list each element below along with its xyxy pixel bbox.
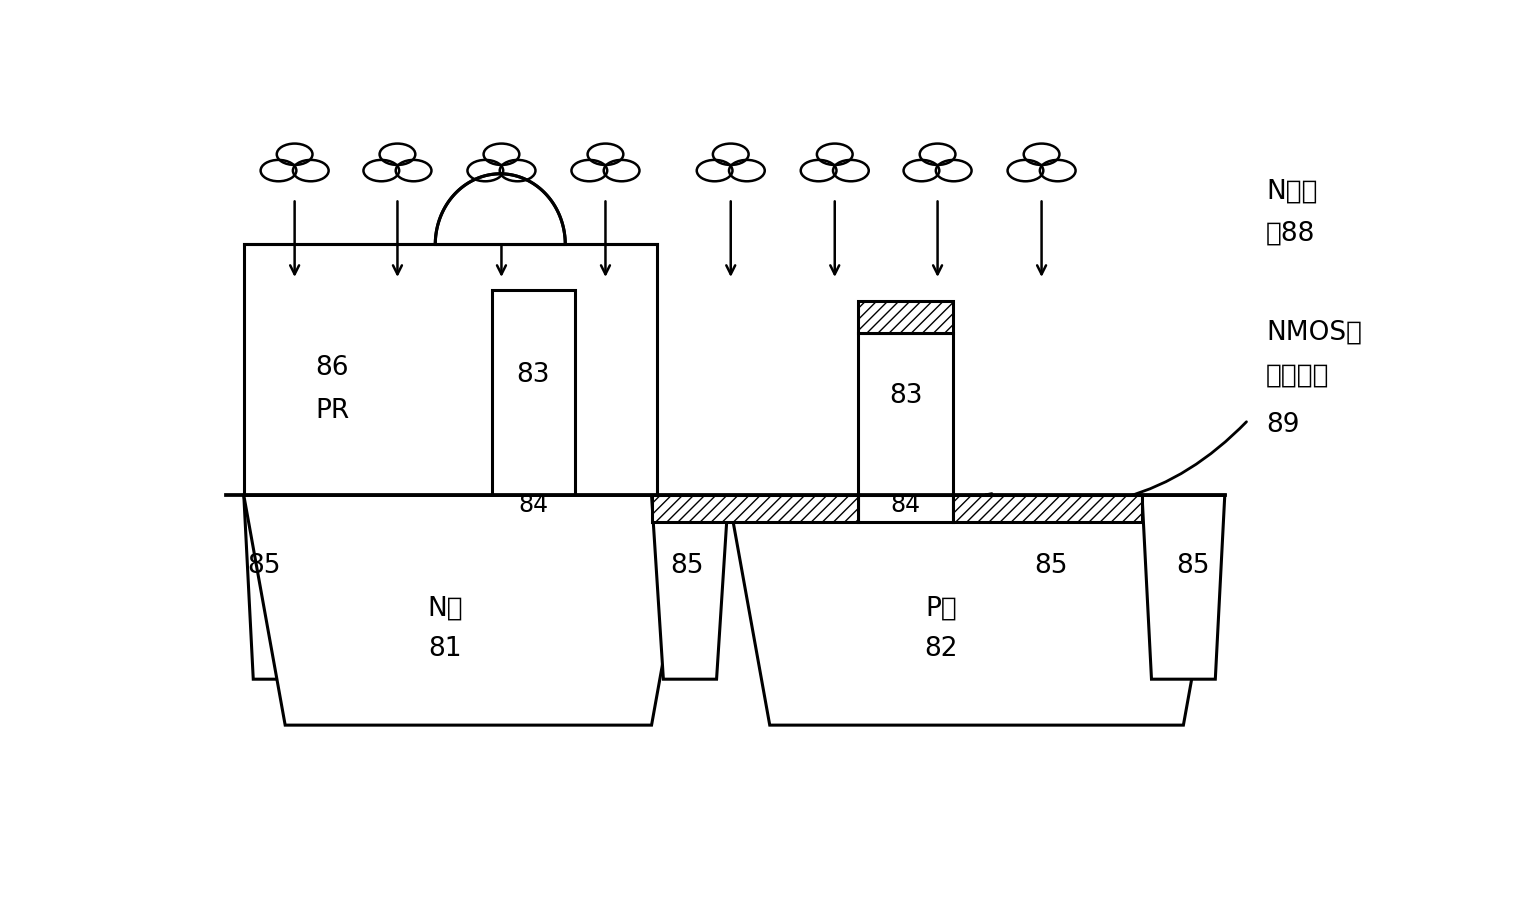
Polygon shape [435, 174, 566, 244]
Polygon shape [244, 496, 314, 679]
Polygon shape [651, 496, 729, 679]
Polygon shape [244, 496, 692, 725]
Text: 极延伸区: 极延伸区 [1266, 363, 1330, 388]
Text: 81: 81 [429, 636, 462, 663]
Bar [493, 496, 575, 522]
Text: 83: 83 [889, 384, 923, 409]
Text: 85: 85 [671, 553, 703, 579]
Bar [953, 496, 1142, 522]
Text: P阱: P阱 [926, 596, 958, 621]
Text: 82: 82 [924, 636, 958, 663]
Text: 团88: 团88 [1266, 221, 1316, 247]
Text: PR: PR [316, 397, 349, 423]
Text: N阱: N阱 [427, 596, 462, 621]
Text: 84: 84 [891, 493, 921, 517]
Polygon shape [729, 496, 1225, 725]
Text: 89: 89 [1266, 411, 1299, 438]
Polygon shape [1142, 496, 1225, 679]
Bar [859, 333, 953, 496]
Text: 84: 84 [518, 493, 549, 517]
Text: N型基: N型基 [1266, 178, 1318, 205]
Text: NMOS漏: NMOS漏 [1266, 319, 1362, 346]
Bar [859, 496, 953, 522]
Text: 85: 85 [1034, 553, 1068, 579]
Bar [651, 496, 859, 522]
Text: 86: 86 [316, 355, 349, 381]
Text: 85: 85 [1176, 553, 1209, 579]
Text: 83: 83 [517, 363, 551, 388]
Bar [244, 244, 657, 496]
Bar [493, 290, 575, 496]
Text: 85: 85 [247, 553, 281, 579]
Bar [859, 301, 953, 333]
